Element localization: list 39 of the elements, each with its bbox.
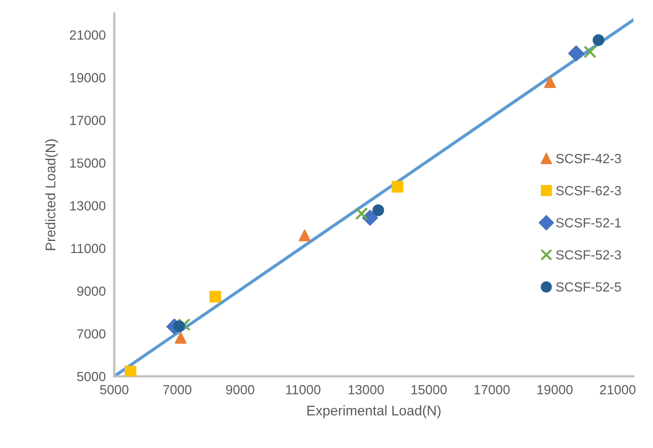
x-tick-label: 9000 [226,385,254,394]
x-tick-label: 7000 [163,385,192,394]
y-axis-title: Predicted Load(N) [45,139,58,250]
point [298,230,310,242]
y-tick-label: 21000 [70,30,106,40]
point [355,207,368,220]
point [362,210,378,226]
x-tick-label: 19000 [537,385,573,394]
x-tick-label: 15000 [412,385,447,394]
point [372,204,384,216]
x-tick-label: 11000 [286,385,320,394]
point [174,332,187,344]
x-tick-label: 5000 [100,385,128,394]
legend-label: SCSF-42-3 [556,154,621,164]
x-tick-label: 21000 [600,385,636,394]
point [568,45,584,62]
point [173,320,185,332]
point [584,45,596,58]
x-tick-label: 17000 [474,385,510,394]
point [592,34,604,46]
legend-label: SCSF-52-3 [556,250,621,260]
y-tick-label: 13000 [70,201,106,210]
y-tick-label: 7000 [77,329,106,339]
point [124,366,136,376]
legend-label: SCSF-62-3 [556,186,621,196]
point [544,76,556,88]
y-tick-label: 17000 [70,116,106,126]
y-tick-label: 11000 [71,244,106,254]
y-tick-label: 5000 [77,372,106,382]
legend-label: SCSF-52-5 [556,282,621,292]
y-tick-label: 9000 [77,286,106,296]
point [209,290,222,303]
x-axis-title: Experimental Load(N) [307,405,441,418]
legend-label: SCSF-52-1 [556,218,621,228]
x-tick-label: 13000 [348,385,384,394]
point [392,180,404,193]
y-tick-label: 15000 [70,158,106,168]
y-tick-label: 19000 [70,73,106,82]
point [178,318,191,332]
